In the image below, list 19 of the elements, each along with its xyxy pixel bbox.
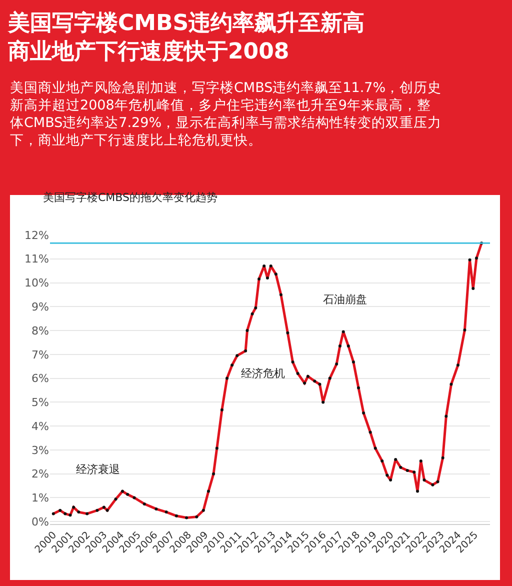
y-tick-label: 2%: [32, 468, 49, 481]
y-tick-label: 9%: [32, 300, 49, 314]
y-tick-label: 1%: [32, 492, 49, 505]
y-tick-label: 4%: [32, 420, 49, 433]
chart-subtitle: 美国商业地产风险急剧加速，写字楼CMBS违约率飙至11.7%，创历史新高并超过2008年危机峰值，多户住宅违约率也升至9年来最高，整体CMBS违约率达7.29%，显示在高利率与需求结构性转变的双重压力下，商业地产下行速度比上轮危机更快。: [10, 80, 442, 149]
y-tick-label: 10%: [24, 276, 49, 290]
y-tick-label: 3%: [32, 444, 49, 457]
annotation: 经济危机: [241, 367, 285, 380]
y-tick-label: 7%: [32, 348, 49, 362]
y-tick-label: 11%: [24, 252, 49, 266]
y-tick-label: 12%: [24, 228, 49, 242]
chart-title: 美国写字楼CMBS违约率飙升至新高商业地产下行速度快于2008: [7, 10, 365, 65]
text: 美国写字楼CMBS的拖欠率变化趋势: [43, 191, 218, 204]
annotation: 石油崩盘: [323, 293, 367, 306]
y-tick-label: 6%: [32, 372, 49, 386]
y-tick-label: 0%: [32, 515, 49, 528]
y-tick-label: 5%: [32, 396, 49, 410]
annotation: 经济衰退: [76, 463, 120, 476]
y-tick-label: 8%: [32, 324, 49, 338]
